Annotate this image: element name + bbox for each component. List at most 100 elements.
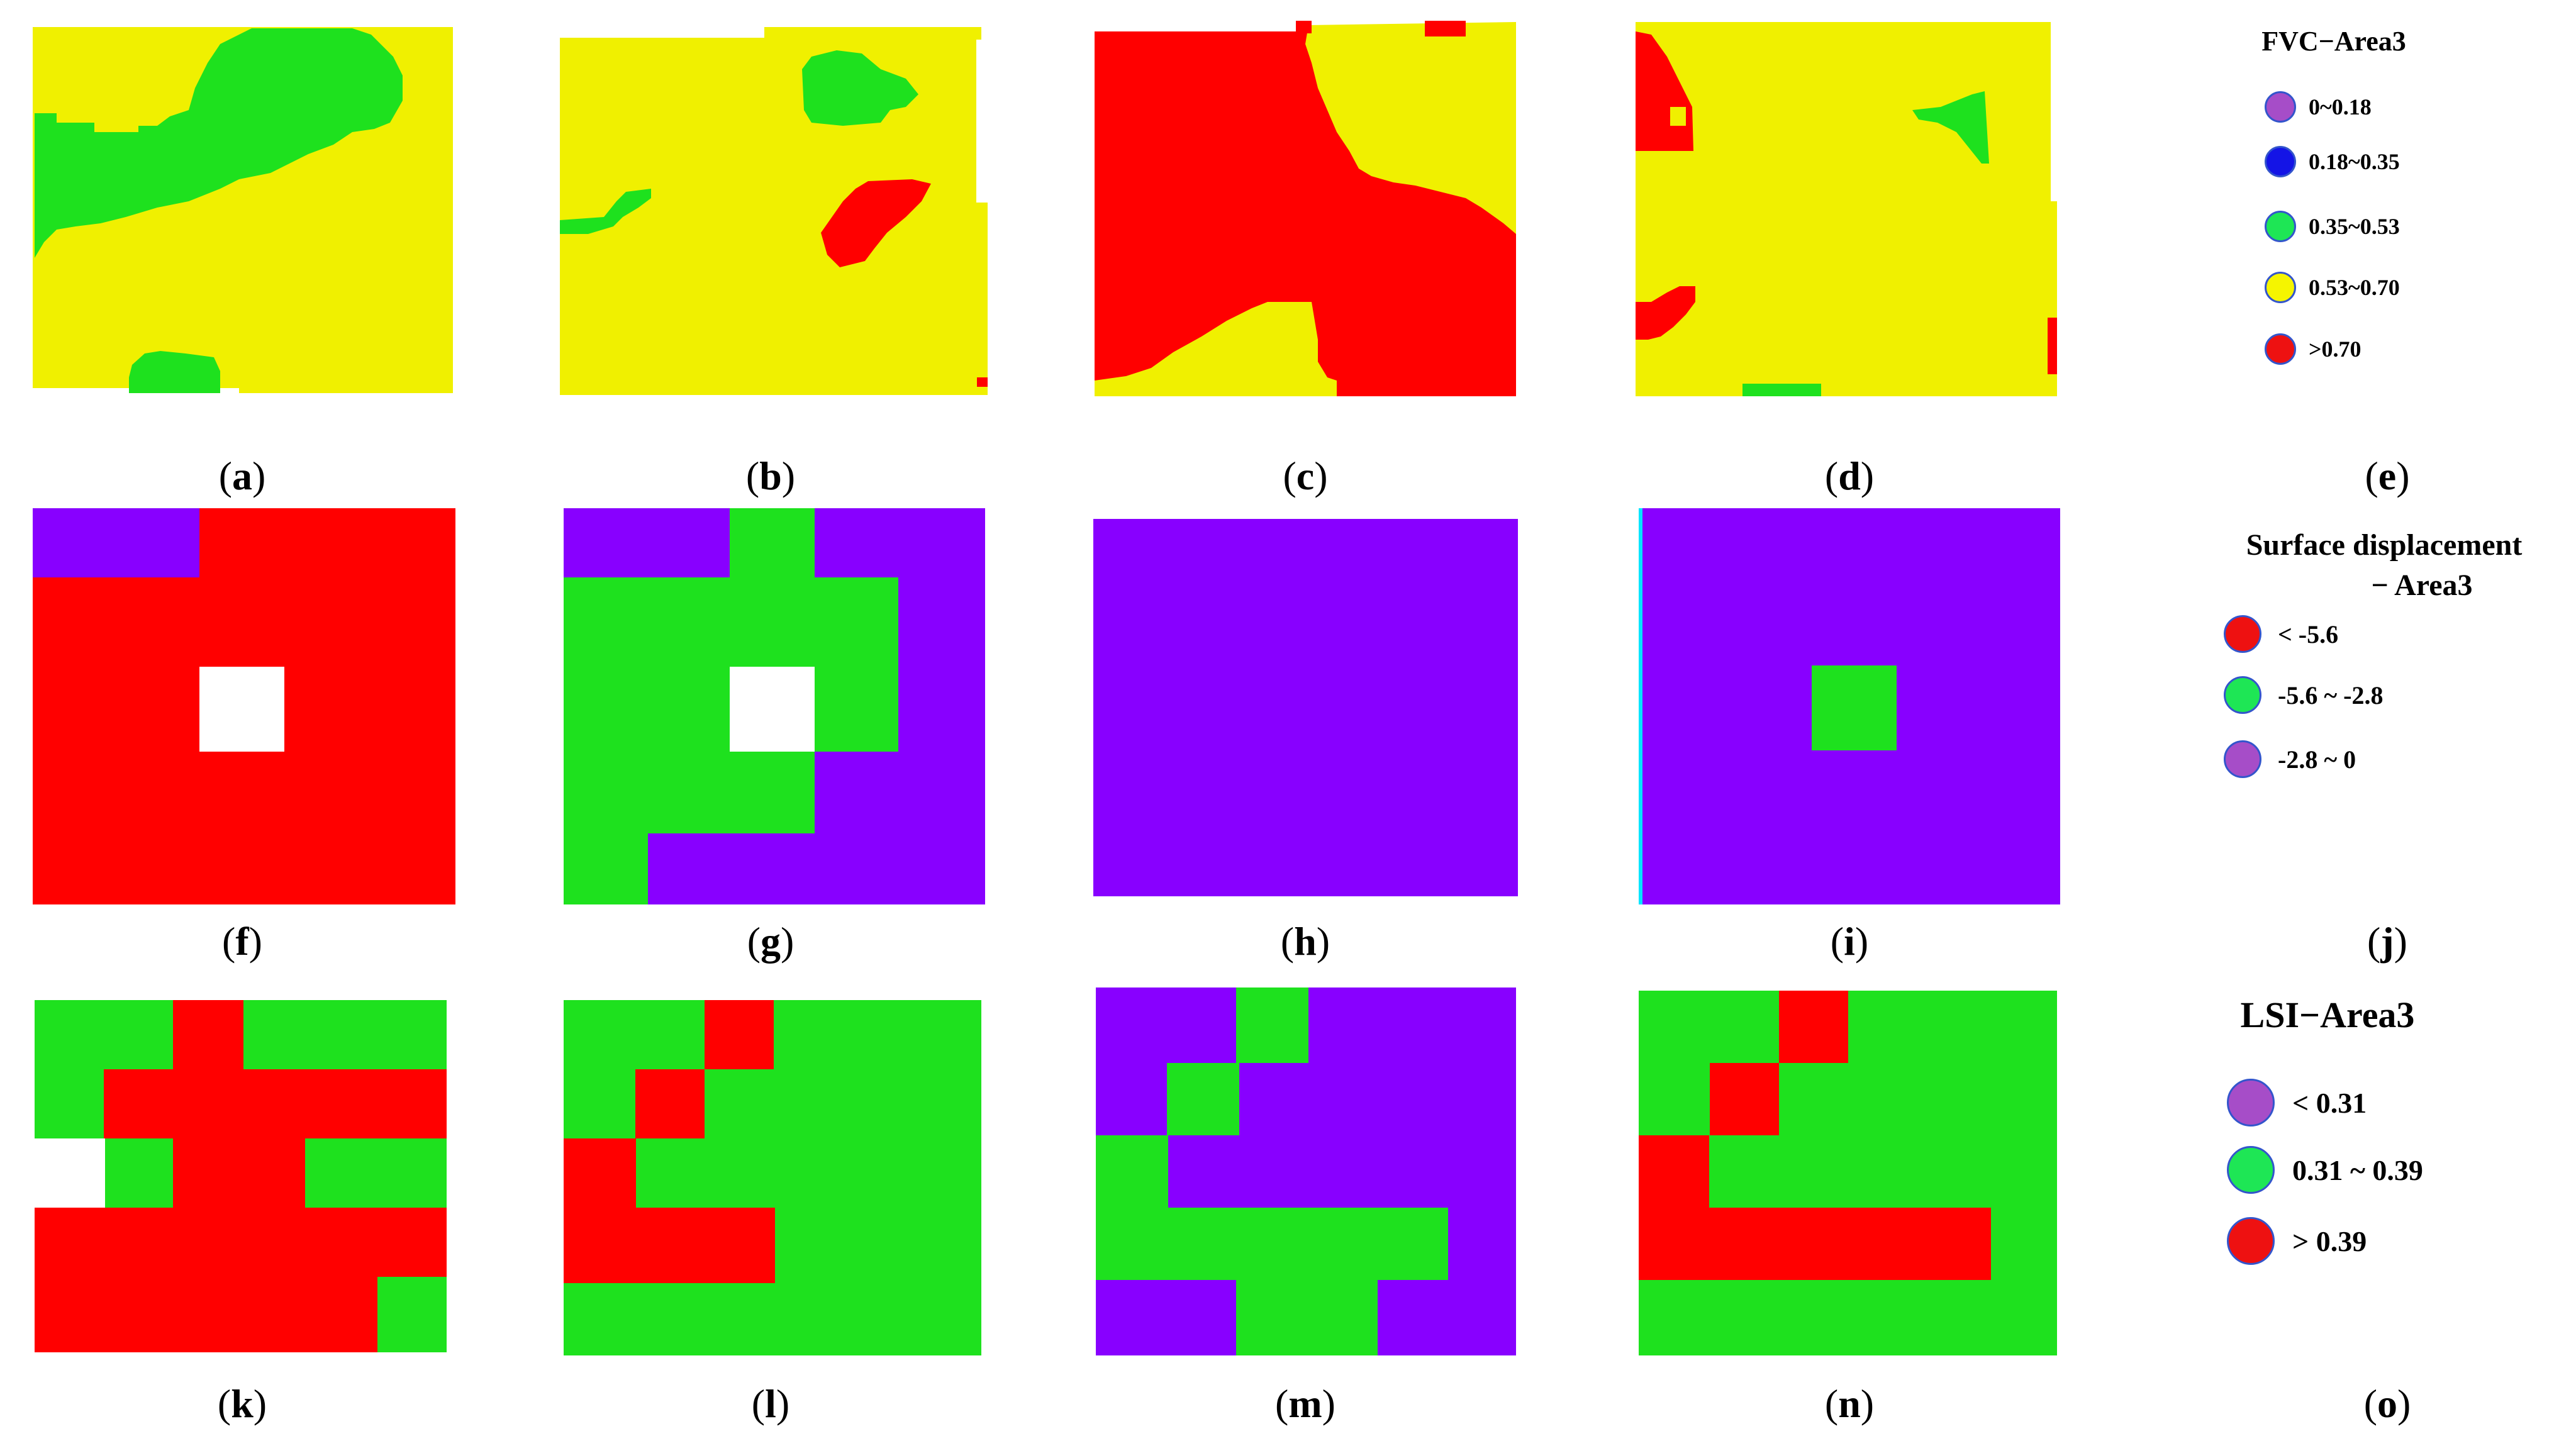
displacement-legend-item: -5.6 ~ -2.8 [2224, 676, 2383, 714]
displacement-legend-item: -2.8 ~ 0 [2224, 740, 2356, 778]
fvc-legend-title: FVC−Area3 [2261, 26, 2406, 57]
fvc-legend-item: >0.70 [2265, 333, 2361, 365]
nodata-cell [199, 667, 284, 752]
fvc-class-green [560, 189, 651, 234]
lsi-class-green [1096, 1208, 1448, 1280]
panel-label-j: (j) [2367, 919, 2407, 964]
legend-label: 0~0.18 [2309, 94, 2372, 120]
nodata-area [976, 38, 988, 203]
map-panel-i [1639, 508, 2060, 904]
lsi-class-green [1236, 1280, 1378, 1355]
fvc-class-red [1425, 21, 1466, 36]
legend-swatch [2224, 676, 2261, 714]
fvc-legend-item: 0.35~0.53 [2265, 211, 2400, 242]
disp-class-green [1812, 665, 1897, 750]
fvc-legend-item: 0.18~0.35 [2265, 146, 2400, 177]
lsi-class-green [1639, 991, 2057, 1355]
map-panel-c [1095, 21, 1516, 396]
lsi-class-green [1096, 1135, 1168, 1280]
map-panel-n [1639, 991, 2057, 1355]
displacement-legend-title: Surface displacement − Area3 [2214, 525, 2554, 606]
fvc-class-red [977, 377, 988, 387]
lsi-class-red [173, 1000, 243, 1076]
fvc-class-green [802, 50, 918, 126]
fvc-class-yellow [33, 27, 453, 393]
fvc-class-red [1296, 21, 1312, 33]
panel-label-m: (m) [1275, 1381, 1335, 1426]
edge-line [1639, 508, 1642, 904]
lsi-legend-item: > 0.39 [2227, 1217, 2367, 1265]
legend-swatch [2265, 146, 2296, 177]
fvc-class-green [1912, 91, 1989, 164]
legend-swatch [2227, 1146, 2275, 1194]
panel-label-k: (k) [217, 1381, 267, 1426]
panel-label-f: (f) [222, 919, 262, 964]
lsi-class-red [35, 1277, 377, 1352]
panel-label-o: (o) [2363, 1381, 2411, 1426]
map-panel-m [1096, 988, 1516, 1355]
legend-swatch [2265, 91, 2296, 123]
lsi-class-red [35, 1208, 447, 1277]
map-panel-h [1093, 519, 1518, 896]
lsi-class-green [1236, 988, 1308, 1063]
legend-label: > 0.39 [2292, 1225, 2367, 1257]
fvc-legend-item: 0.53~0.70 [2265, 272, 2400, 303]
fvc-class-green [129, 351, 220, 393]
fvc-class-red [2048, 318, 2057, 374]
nodata-area [33, 379, 239, 393]
nodata-cell [35, 1138, 105, 1208]
fvc-class-red [1636, 31, 1693, 151]
fvc-class-yellow [1636, 22, 2057, 396]
map-panel-l [564, 1000, 981, 1355]
legend-title-line: Surface displacement [2246, 528, 2523, 562]
legend-swatch [2265, 211, 2296, 242]
disp-class-purple [1639, 508, 2060, 904]
lsi-class-red [1779, 991, 1848, 1063]
legend-swatch [2265, 272, 2296, 303]
fvc-class-red [821, 179, 931, 267]
fvc-class-green [35, 28, 403, 258]
lsi-class-red [705, 1000, 774, 1069]
panel-label-g: (g) [747, 919, 795, 964]
nodata-area [2051, 22, 2057, 201]
lsi-class-green [564, 1000, 981, 1355]
fvc-class-red [1636, 286, 1695, 340]
legend-label: -5.6 ~ -2.8 [2278, 681, 2384, 709]
lsi-class-green [35, 1000, 447, 1352]
legend-swatch [2227, 1079, 2275, 1127]
legend-label: 0.35~0.53 [2309, 214, 2400, 239]
lsi-class-red [635, 1069, 705, 1138]
lsi-class-red [1639, 1208, 1991, 1280]
legend-label: < -5.6 [2278, 620, 2339, 648]
fvc-class-red [1095, 31, 1516, 396]
panel-label-b: (b) [745, 453, 796, 498]
panel-label-h: (h) [1280, 919, 1330, 964]
panel-label-l: (l) [751, 1381, 790, 1426]
legend-swatch [2224, 740, 2261, 778]
lsi-class-red [104, 1069, 447, 1138]
legend-swatch [2224, 615, 2261, 653]
fvc-class-yellow [1305, 22, 1516, 234]
legend-label: 0.53~0.70 [2309, 275, 2400, 300]
lsi-class-green [1167, 1063, 1239, 1135]
lsi-legend-title: LSI−Area3 [2240, 994, 2415, 1035]
legend-title-line: − Area3 [2371, 569, 2473, 602]
disp-class-green [564, 508, 898, 904]
legend-label: 0.31 ~ 0.39 [2292, 1154, 2423, 1186]
lsi-class-red [564, 1138, 636, 1283]
disp-class-red [33, 508, 455, 904]
panel-label-d: (d) [1824, 453, 1875, 498]
disp-class-purple [33, 508, 199, 577]
map-panel-k [35, 1000, 447, 1352]
lsi-class-red [1710, 1063, 1779, 1135]
panel-label-i: (i) [1830, 919, 1869, 964]
legend-label: < 0.31 [2292, 1086, 2367, 1119]
legend-swatch [2265, 333, 2296, 365]
map-panel-f [33, 508, 455, 904]
lsi-class-red [1639, 1135, 1709, 1280]
nodata-cell [730, 667, 815, 752]
fvc-class-yellow [764, 27, 981, 40]
panel-label-n: (n) [1824, 1381, 1875, 1426]
